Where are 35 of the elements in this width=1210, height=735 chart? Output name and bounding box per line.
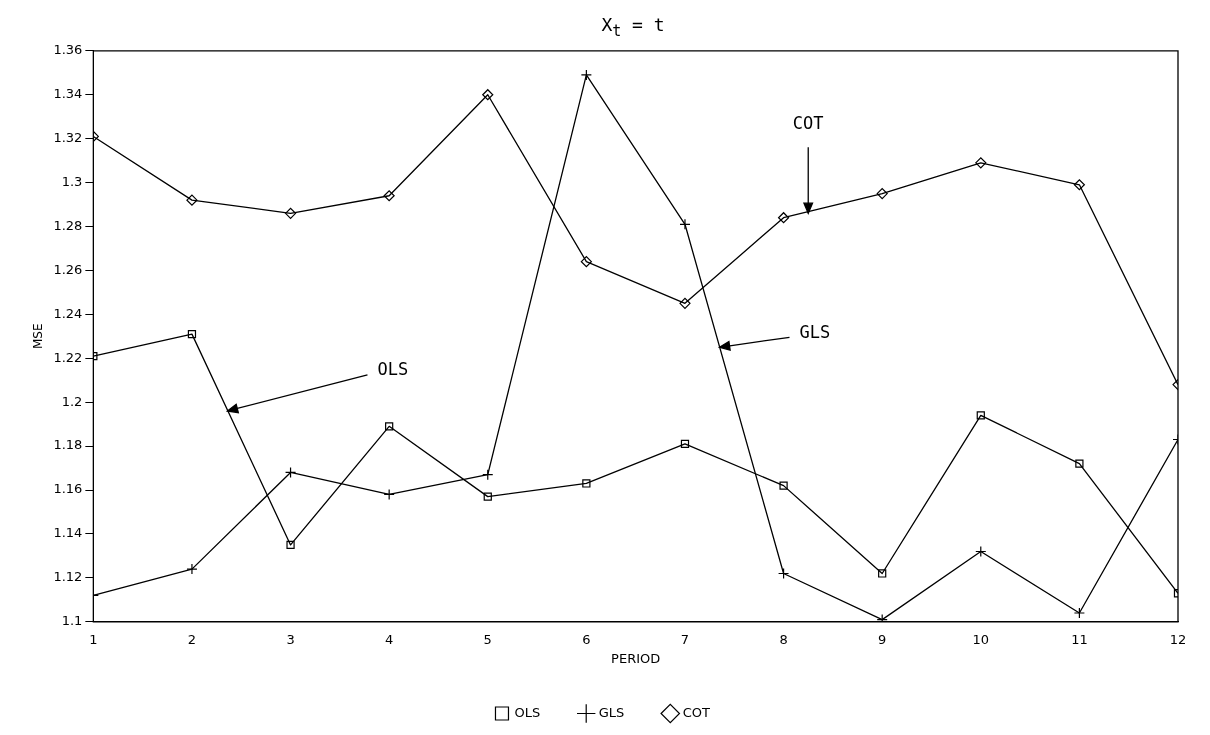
y-tick-label: 1.26 — [53, 261, 83, 277]
x-tick-label: 7 — [680, 631, 690, 647]
y-tick-label: 1.18 — [53, 437, 83, 453]
annotation: OLS — [377, 358, 409, 379]
annotation: GLS — [799, 321, 831, 342]
y-axis-title: MSE — [31, 323, 46, 349]
legend-label: GLS — [598, 704, 625, 720]
x-tick-label: 4 — [385, 631, 394, 647]
x-tick-label: 9 — [878, 631, 887, 647]
y-tick-label: 1.2 — [61, 393, 83, 409]
x-tick-label: 3 — [286, 631, 295, 647]
x-tick-label: 8 — [779, 631, 788, 647]
y-tick-label: 1.3 — [61, 173, 83, 189]
y-tick-label: 1.16 — [53, 481, 83, 496]
x-tick-label: 12 — [1169, 631, 1187, 647]
y-tick-label: 1.34 — [53, 85, 83, 101]
x-tick-label: 2 — [187, 631, 197, 647]
x-axis-title: PERIOD — [611, 650, 661, 666]
y-tick-label: 1.24 — [53, 305, 83, 321]
y-tick-label: 1.12 — [53, 568, 83, 584]
y-tick-label: 1.14 — [53, 524, 83, 540]
legend-label: COT — [682, 704, 711, 720]
annotation: COT — [792, 112, 824, 133]
y-tick-label: 1.22 — [53, 349, 83, 365]
x-tick-label: 1 — [89, 631, 98, 647]
y-tick-label: 1.1 — [61, 612, 83, 628]
x-tick-label: 11 — [1071, 631, 1088, 647]
legend-label: OLS — [514, 704, 541, 720]
y-tick-label: 1.36 — [53, 41, 83, 57]
x-tick-label: 5 — [483, 631, 492, 647]
y-tick-label: 1.28 — [53, 217, 83, 233]
chart-title: X$_{t}$ = t — [600, 13, 666, 40]
y-tick-label: 1.32 — [53, 129, 83, 145]
x-tick-label: 6 — [582, 631, 591, 647]
x-tick-label: 10 — [972, 631, 990, 647]
